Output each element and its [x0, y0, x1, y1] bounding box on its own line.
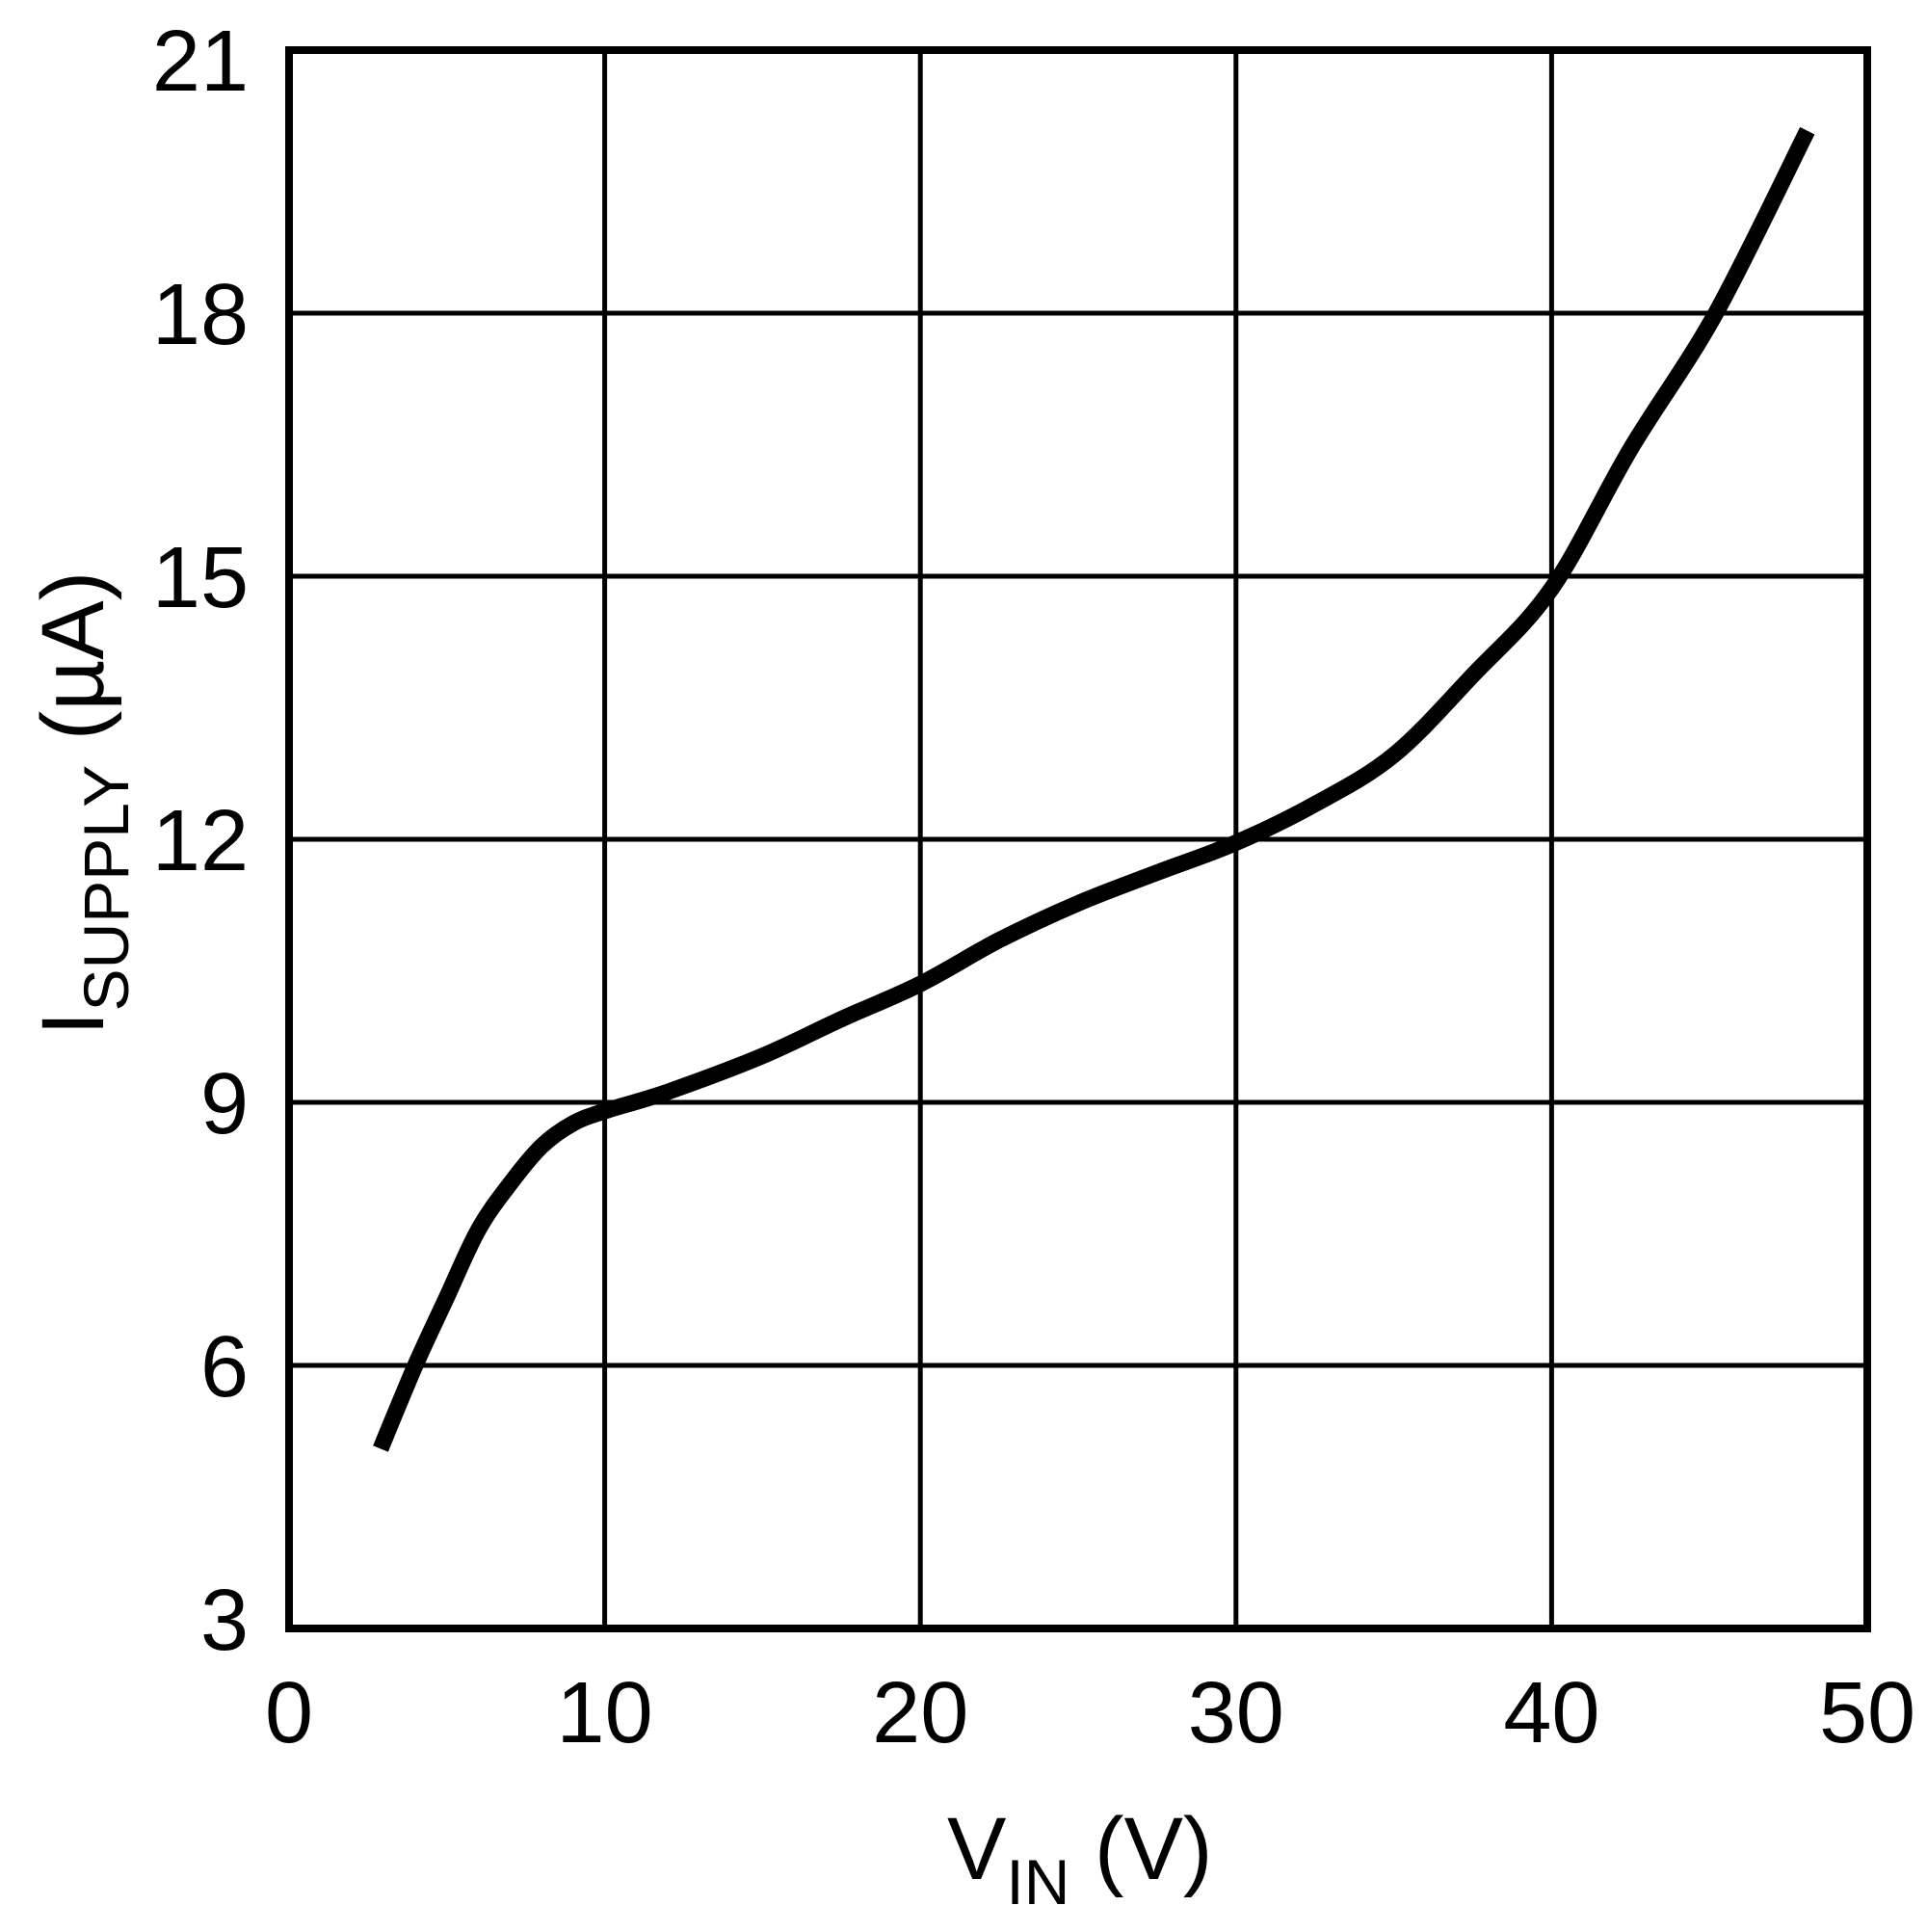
y-axis-title: ISUPPLY (µA)	[24, 571, 142, 1036]
x-axis-title-sub: IN	[1006, 1846, 1069, 1918]
x-axis-title-unit: (V)	[1069, 1800, 1212, 1898]
gridlines	[289, 50, 1867, 1628]
y-tick-label: 15	[152, 530, 249, 626]
y-axis-title-sub: SUPPLY	[70, 765, 142, 1012]
y-tick-label: 3	[200, 1573, 249, 1669]
x-axis-title-main: V	[947, 1800, 1006, 1898]
plot-frame	[285, 46, 1871, 1632]
x-tick-label: 40	[1503, 1665, 1599, 1761]
y-axis-title-unit: (µA)	[24, 571, 122, 765]
x-tick-label: 10	[557, 1665, 653, 1761]
supply-current-curve	[373, 126, 1815, 1452]
y-tick-label: 9	[200, 1056, 249, 1152]
x-tick-label: 50	[1819, 1665, 1915, 1761]
x-tick-labels: 0 10 20 30 40 50	[265, 1665, 1915, 1761]
x-tick-label: 0	[265, 1665, 313, 1761]
y-tick-label: 18	[152, 267, 249, 363]
y-axis-title-main: I	[24, 1011, 122, 1036]
y-tick-label: 6	[200, 1319, 249, 1416]
y-tick-label: 21	[152, 13, 249, 110]
y-tick-labels: 3 6 9 12 15 18 21	[152, 13, 249, 1669]
y-tick-label: 12	[152, 793, 249, 889]
x-axis-title: VIN (V)	[947, 1800, 1213, 1918]
x-tick-label: 20	[872, 1665, 968, 1761]
x-tick-label: 30	[1188, 1665, 1284, 1761]
